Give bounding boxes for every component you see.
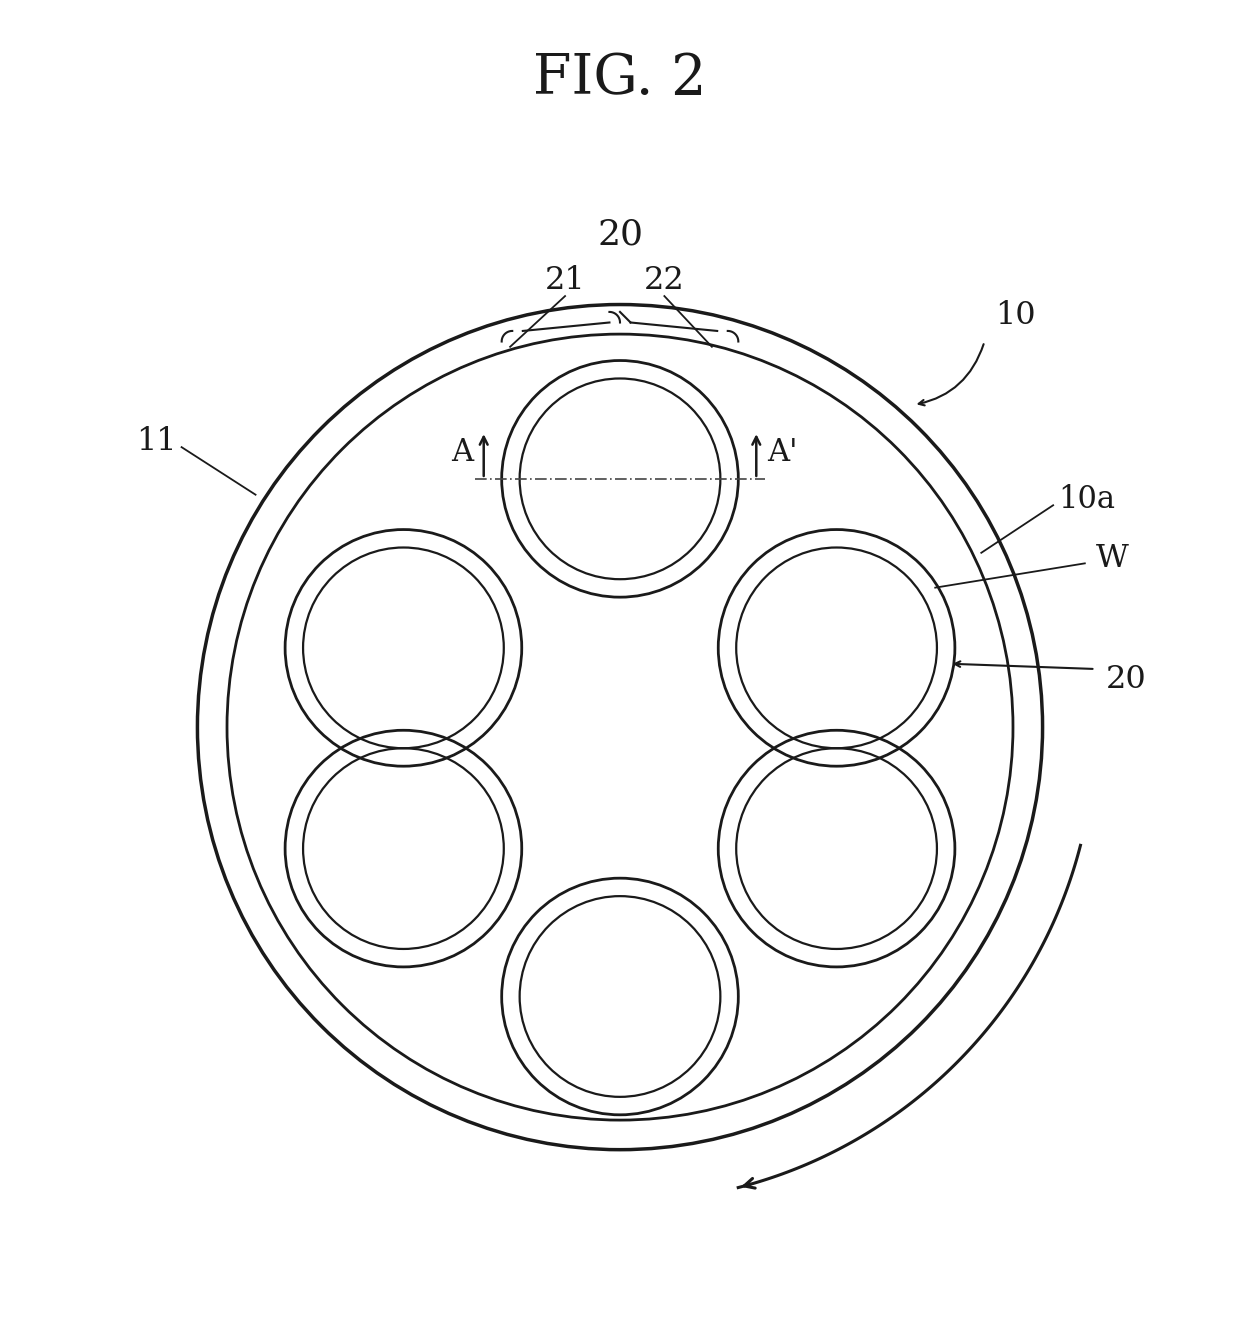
- Text: 20: 20: [1106, 664, 1147, 695]
- Text: A': A': [766, 437, 797, 468]
- Text: 22: 22: [644, 265, 684, 296]
- Text: W: W: [1095, 543, 1128, 574]
- Text: A: A: [451, 437, 474, 468]
- Text: FIG. 2: FIG. 2: [533, 51, 707, 106]
- Text: 10a: 10a: [1059, 484, 1116, 516]
- Text: 20: 20: [596, 218, 644, 251]
- Text: 10: 10: [994, 300, 1035, 331]
- Text: 21: 21: [544, 265, 585, 296]
- Text: 11: 11: [136, 426, 176, 457]
